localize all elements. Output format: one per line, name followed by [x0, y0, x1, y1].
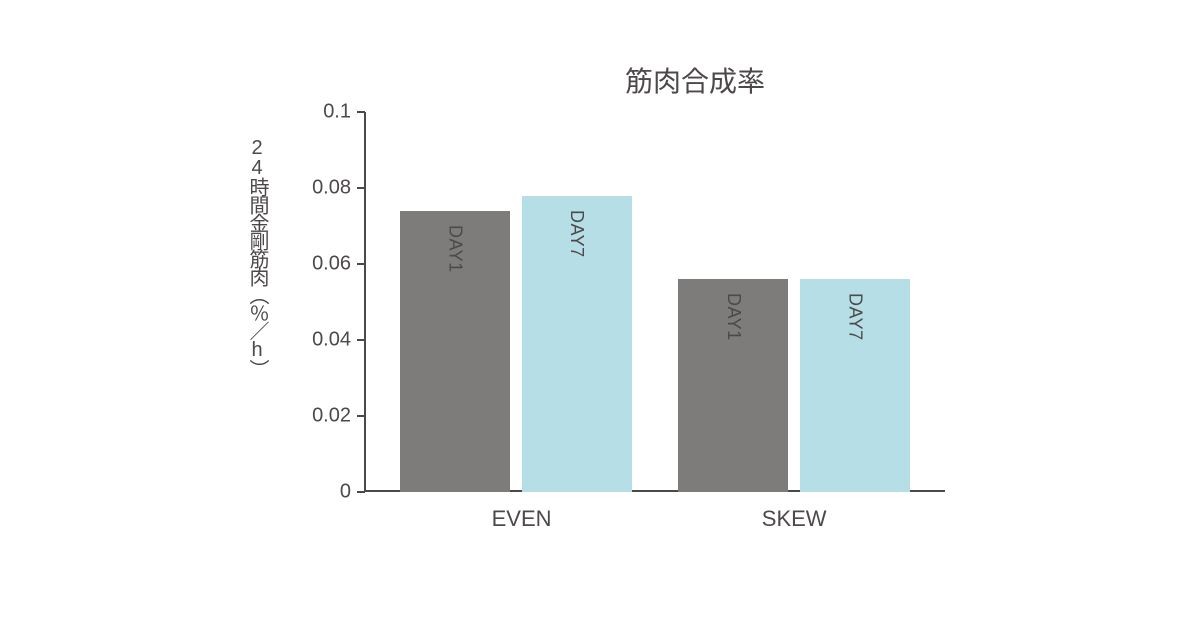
x-category-label: SKEW	[762, 506, 827, 532]
y-tick-label: 0.02	[312, 405, 351, 428]
y-tick-mark	[357, 415, 365, 417]
y-tick-mark	[357, 263, 365, 265]
muscle-synthesis-chart: 筋肉合成率 24時間金剛筋肉（％／h） 0 0.02 0.04 0.06 0.08 0.1…	[190, 52, 1010, 572]
y-tick-label: 0.04	[312, 329, 351, 352]
y-axis-title: 24時間金剛筋肉（％／h）	[247, 137, 267, 377]
y-tick-mark	[357, 491, 365, 493]
y-tick-mark	[357, 339, 365, 341]
y-tick-label: 0.1	[323, 101, 351, 124]
y-tick-label: 0	[340, 481, 351, 504]
bar-inner-label: DAY1	[444, 225, 465, 273]
y-tick-mark	[357, 111, 365, 113]
x-category-label: EVEN	[492, 506, 552, 532]
bar: DAY7	[522, 196, 632, 492]
plot-area: 00.020.040.060.080.1DAY1DAY7DAY1DAY7EVEN…	[365, 112, 945, 492]
y-axis-line	[364, 112, 366, 492]
bar: DAY7	[800, 279, 910, 492]
y-tick-label: 0.06	[312, 253, 351, 276]
bar-inner-label: DAY7	[845, 293, 866, 341]
bar-inner-label: DAY1	[723, 293, 744, 341]
chart-title: 筋肉合成率	[625, 60, 765, 100]
y-tick-label: 0.08	[312, 177, 351, 200]
bar-inner-label: DAY7	[566, 210, 587, 258]
y-tick-mark	[357, 187, 365, 189]
bar: DAY1	[400, 211, 510, 492]
bar: DAY1	[678, 279, 788, 492]
